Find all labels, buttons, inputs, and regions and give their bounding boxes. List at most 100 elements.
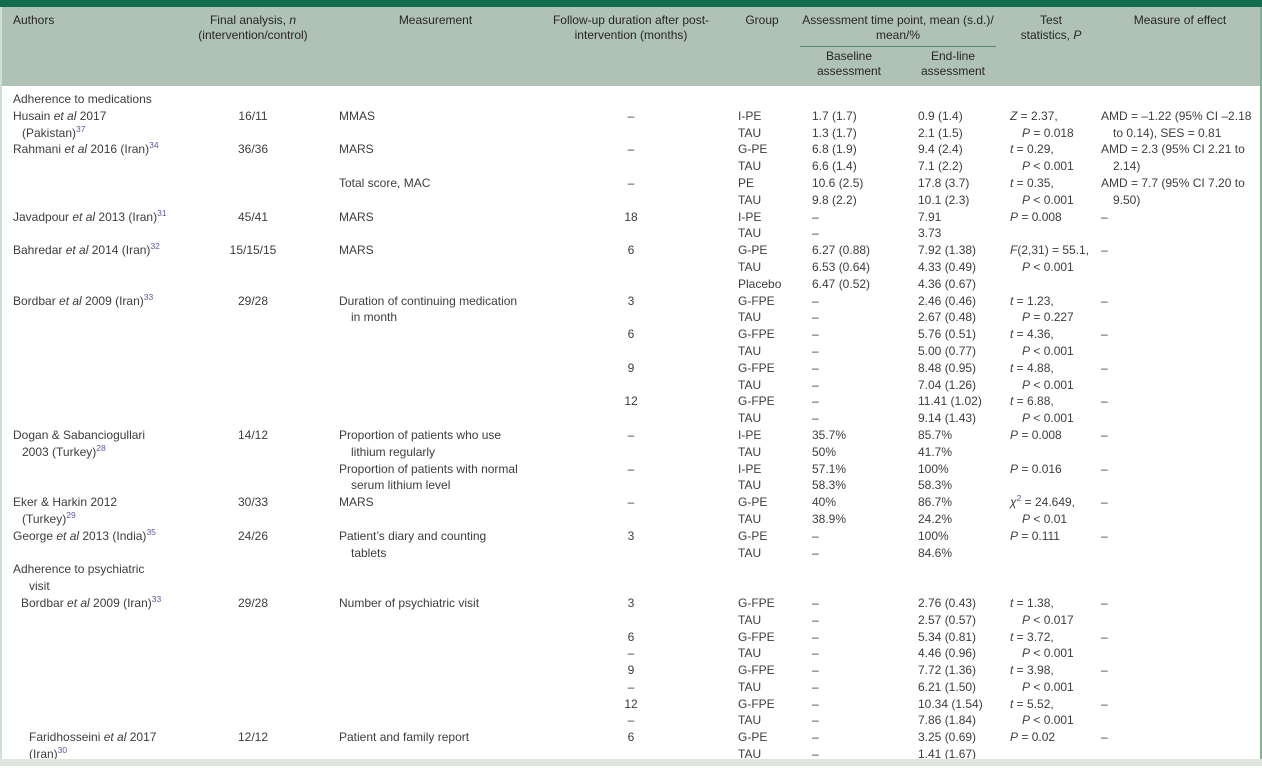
section-row: Adherence to medications (2, 86, 1260, 108)
col-header-test-statistics: Test statistics, P (1002, 7, 1100, 86)
cell-effect: – (1101, 528, 1108, 543)
cell-test: t = 0.29, P < 0.001 (1010, 142, 1074, 174)
cell-test: F(2,31) = 55.1, P < 0.001 (1010, 243, 1090, 274)
cell-authors: Bordbar et al 2009 (Iran)33 (13, 291, 154, 308)
cell-test: t = 6.88, P < 0.001 (1010, 394, 1074, 426)
table-row: Javadpour et al 2013 (Iran)31 45/41 MARS 18… (2, 208, 1260, 243)
table-row: Rahmani et al 2016 (Iran)34 36/36 MARS – G-P… (2, 141, 1260, 175)
cell-followup: – (627, 427, 635, 442)
cell-baseline: – – (812, 209, 819, 241)
col-header-followup: Follow-up duration after post-interventi… (532, 7, 730, 86)
cell-measurement: MARS (339, 209, 374, 224)
cell-baseline: – – (812, 293, 819, 325)
cell-effect: AMD = 2.3 (95% CI 2.21 to 2.14) (1101, 142, 1245, 174)
cell-baseline: – – (812, 360, 819, 392)
cell-endline: 100% 58.3% (918, 461, 953, 493)
cell-followup: 6– (627, 629, 635, 661)
cell-effect: AMD = –1.22 (95% CI –2.18 to 0.14), SES =… (1101, 108, 1252, 140)
cell-measurement (339, 393, 532, 427)
cell-test: t = 4.36, P < 0.001 (1010, 327, 1074, 358)
cell-final_n: 36/36 (237, 142, 269, 157)
cell-endline: 8.48 (0.95) 7.04 (1.26) (918, 360, 977, 392)
cell-measurement: MMAS (339, 108, 375, 123)
cell-baseline: 6.8 (1.9) 6.6 (1.4) (812, 142, 857, 174)
cell-measurement (339, 360, 532, 394)
cell-measurement: Patient’s diary and counting tablets (339, 528, 487, 560)
table-row: 9 G-FPE TAU – – 8.48 (0.95) 7.04 (1.26) t = 4.8… (2, 360, 1260, 394)
cell-group: G-FPE TAU (738, 595, 775, 627)
cell-baseline: – – (812, 696, 819, 728)
cell-baseline: 1.7 (1.7) 1.3 (1.7) (812, 108, 857, 140)
cell-final_n: 30/33 (237, 495, 269, 510)
cell-test: t = 3.72, P < 0.001 (1010, 629, 1074, 661)
cell-test: χ2 = 24.649, P < 0.01 (1010, 493, 1076, 526)
cell-group: I-PE TAU (738, 209, 762, 241)
cell-followup: – (627, 461, 635, 476)
cell-authors: Bordbar et al 2009 (Iran)33 (21, 593, 162, 610)
table-header: Authors Final analysis, n (intervention/c… (2, 7, 1260, 86)
cell-group: G-PE TAU (738, 730, 768, 762)
cell-group: G-PE TAU (738, 528, 768, 560)
cell-authors: Bahredar et al 2014 (Iran)32 (13, 241, 160, 258)
cell-authors (2, 326, 167, 360)
cell-group: G-FPE TAU (738, 629, 775, 661)
cell-baseline: – – (812, 394, 819, 426)
cell-measurement (339, 696, 532, 730)
cell-followup: 6 (627, 243, 635, 258)
cell-effect: – (1101, 209, 1108, 224)
cell-effect: – (1101, 461, 1108, 476)
cell-final_n: 12/12 (237, 730, 269, 745)
cell-measurement: Number of psychiatric visit (339, 595, 480, 610)
cell-final_n (167, 629, 339, 663)
table-row: 12 G-FPE TAU – – 11.41 (1.02) 9.14 (1.43) t = 6… (2, 393, 1260, 427)
cell-followup: 12– (624, 696, 638, 728)
cell-endline: 2.46 (0.46) 2.67 (0.48) (918, 293, 977, 325)
table-row: 6– G-FPE TAU – – 5.34 (0.81) 4.46 (0.96) t = 3.… (2, 629, 1260, 663)
cell-measurement: Proportion of patients with normal serum … (339, 461, 518, 493)
cell-authors: Husain et al 2017 (Pakistan)37 (13, 108, 107, 140)
cell-baseline: – – (812, 528, 819, 560)
cell-endline: 7.91 3.73 (918, 209, 942, 241)
cell-authors (2, 360, 167, 394)
cell-baseline: – – (812, 629, 819, 661)
cell-measurement: Patient and family report (339, 730, 470, 745)
cell-test: P = 0.111 (1010, 528, 1060, 543)
cell-final_n (167, 662, 339, 696)
cell-endline: 5.34 (0.81) 4.46 (0.96) (918, 629, 977, 661)
cell-endline: 9.4 (2.4) 7.1 (2.2) (918, 142, 963, 174)
cell-baseline: – – (812, 327, 819, 358)
cell-followup: 3 (627, 528, 635, 543)
cell-measurement: MARS (339, 495, 374, 510)
cell-endline: 3.25 (0.69) 1.41 (1.67) (918, 730, 977, 762)
col-header-group: Group (730, 7, 794, 86)
cell-final_n: 15/15/15 (229, 243, 277, 258)
table-row: Faridhosseini et al 2017 (Iran)30 12/12 Pat… (2, 729, 1260, 763)
cell-test: t = 4.88, P < 0.001 (1010, 360, 1074, 392)
cell-authors: Dogan & Sabanciogullari 2003 (Turkey)28 (13, 427, 146, 459)
cell-endline: 100% 84.6% (918, 528, 953, 560)
cell-final_n (167, 326, 339, 360)
cell-followup: – (627, 142, 635, 157)
table-body: Adherence to medications Husain et al 201… (2, 86, 1260, 763)
cell-group: G-FPE TAU (738, 360, 775, 392)
cell-effect: – (1101, 243, 1108, 258)
cell-endline: 11.41 (1.02) 9.14 (1.43) (918, 394, 982, 426)
cell-followup: 3 (627, 293, 635, 308)
cell-authors (2, 393, 167, 427)
cell-final_n: 16/11 (238, 108, 268, 123)
cell-followup: – (627, 175, 635, 190)
table-row: Bahredar et al 2014 (Iran)32 15/15/15 MARS… (2, 242, 1260, 292)
cell-final_n (167, 393, 339, 427)
cell-endline: 85.7% 41.7% (918, 427, 953, 459)
cell-followup: 6 (627, 730, 635, 745)
cell-effect: – (1101, 360, 1108, 375)
cell-baseline: 57.1% 58.3% (812, 461, 847, 493)
cell-effect: – (1101, 293, 1108, 308)
cell-group: G-FPE TAU (738, 696, 775, 728)
cell-group: G-PE TAU (738, 142, 768, 174)
cell-effect: – (1101, 696, 1108, 711)
cell-group: G-PE TAU (738, 495, 768, 526)
cell-endline: 7.72 (1.36) 6.21 (1.50) (918, 663, 977, 694)
cell-followup: 3 (627, 595, 635, 610)
